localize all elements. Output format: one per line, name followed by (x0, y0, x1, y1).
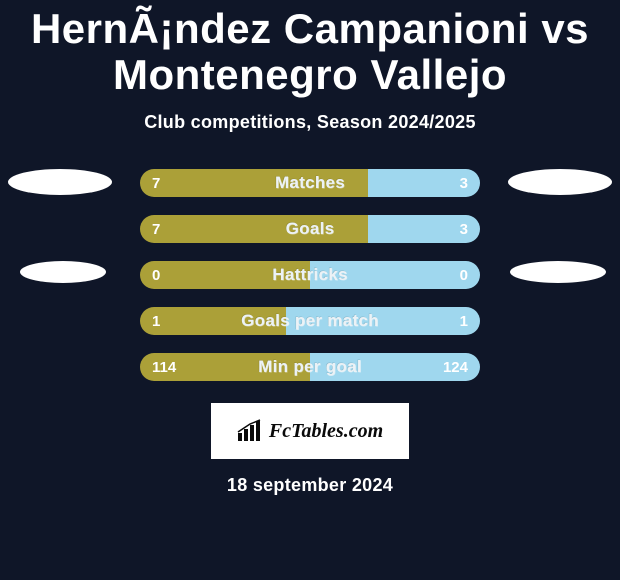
metric-row: Goals7 3 (0, 215, 620, 243)
metric-label: Min per goal (140, 353, 480, 381)
bar-chart-icon (237, 419, 265, 443)
value-left: 1 (152, 307, 160, 335)
value-left: 7 (152, 215, 160, 243)
value-right: 124 (443, 353, 468, 381)
value-right: 0 (460, 261, 468, 289)
metric-row: Matches7 3 (0, 169, 620, 197)
page-title: HernÃ¡ndez Campanioni vs Montenegro Vall… (0, 0, 620, 98)
metrics-list: Matches73Goals73Hattricks00Goals per mat… (0, 169, 620, 381)
metric-label: Hattricks (140, 261, 480, 289)
value-right: 3 (460, 215, 468, 243)
value-left: 0 (152, 261, 160, 289)
player-avatar-left (8, 169, 112, 195)
value-left: 7 (152, 169, 160, 197)
value-right: 3 (460, 169, 468, 197)
logo-text: FcTables.com (269, 420, 383, 443)
metric-label: Goals (140, 215, 480, 243)
metric-label: Matches (140, 169, 480, 197)
value-left: 114 (152, 353, 176, 381)
metric-row: Hattricks0 0 (0, 261, 620, 289)
metric-row: Min per goal114 124 (0, 353, 620, 381)
site-logo[interactable]: FcTables.com (211, 403, 409, 459)
value-right: 1 (460, 307, 468, 335)
metric-label: Goals per match (140, 307, 480, 335)
subtitle: Club competitions, Season 2024/2025 (0, 112, 620, 133)
metric-row: Goals per match1 1 (0, 307, 620, 335)
player-avatar-right (508, 169, 612, 195)
comparison-infographic: HernÃ¡ndez Campanioni vs Montenegro Vall… (0, 0, 620, 580)
date-line: 18 september 2024 (0, 475, 620, 496)
